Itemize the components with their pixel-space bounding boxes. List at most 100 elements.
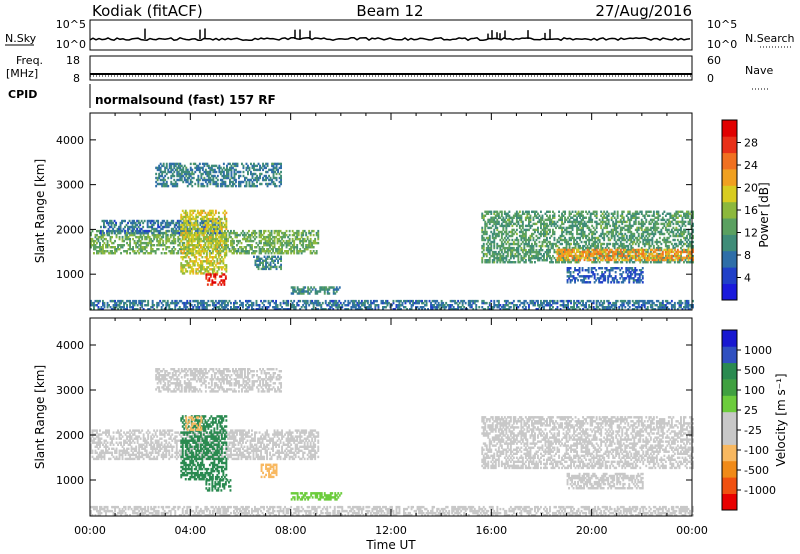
echo-cell (463, 299, 466, 303)
echo-cell (187, 221, 190, 225)
echo-cell (153, 233, 156, 237)
echo-cell (204, 162, 207, 166)
echo-cell (350, 299, 353, 303)
echo-cell (372, 301, 375, 305)
echo-cell (151, 225, 154, 229)
echo-cell (238, 170, 240, 174)
echo-cell (227, 239, 229, 243)
echo-cell (170, 227, 173, 231)
echo-cell (171, 233, 174, 237)
echo-cell (196, 250, 199, 253)
echo-cell (506, 304, 509, 307)
echo-cell (203, 170, 206, 174)
echo-cell (354, 299, 357, 303)
echo-cell (151, 304, 154, 307)
echo-cell (315, 241, 318, 245)
echo-cell (206, 273, 209, 276)
echo-cell (305, 306, 308, 309)
echo-cell (267, 229, 270, 233)
echo-cell (131, 223, 134, 227)
echo-cell (90, 308, 92, 311)
echo-cell (168, 166, 171, 170)
echo-cell (138, 248, 141, 251)
echo-cell (137, 219, 140, 223)
echo-cell (97, 235, 100, 239)
echo-cell (195, 235, 198, 239)
echo-cell (332, 299, 335, 303)
echo-cell (156, 233, 159, 237)
echo-cell (672, 304, 675, 307)
echo-cell (187, 219, 190, 223)
echo-cell (514, 238, 517, 242)
echo-cell (269, 304, 272, 307)
echo-cell (592, 306, 595, 309)
echo-cell (494, 214, 497, 218)
echo-cell (96, 233, 98, 237)
echo-cell (475, 308, 478, 311)
echo-cell (100, 231, 102, 235)
echo-cell (151, 299, 154, 303)
echo-cell (165, 235, 168, 239)
echo-cell (260, 261, 263, 265)
echo-cell (603, 308, 606, 311)
echo-cell (309, 239, 312, 243)
echo-cell (103, 219, 105, 223)
echo-cell (296, 244, 299, 247)
echo-cell (242, 164, 245, 168)
echo-cell (189, 270, 192, 273)
echo-cell (270, 233, 273, 237)
echo-cell (210, 166, 213, 170)
echo-cell (265, 178, 268, 182)
echo-cell (224, 176, 227, 180)
echo-cell (260, 252, 263, 255)
echo-cell (265, 259, 268, 263)
echo-cell (208, 273, 211, 276)
echo-cell (521, 210, 524, 214)
echo-cell (222, 170, 225, 174)
echo-cell (145, 231, 148, 235)
echo-cell (354, 306, 357, 309)
echo-cell (219, 178, 222, 182)
echo-cell (535, 244, 538, 248)
echo-cell (202, 237, 205, 241)
echo-cell (230, 235, 232, 239)
echo-cell (153, 308, 156, 311)
echo-cell (254, 172, 257, 176)
echo-cell (161, 231, 164, 235)
echo-cell (225, 235, 228, 239)
echo-cell (210, 229, 213, 233)
echo-cell (655, 304, 658, 307)
echo-cell (239, 299, 241, 303)
echo-cell (621, 299, 624, 303)
echo-cell (220, 266, 223, 269)
echo-cell (544, 234, 547, 238)
echo-cell (229, 168, 231, 172)
echo-cell (182, 166, 185, 170)
echo-cell (359, 301, 362, 305)
echo-cell (183, 306, 186, 309)
echo-cell (196, 221, 199, 225)
echo-cell (265, 166, 268, 170)
echo-cell (90, 246, 92, 249)
echo-cell (395, 304, 398, 307)
echo-cell (549, 254, 551, 258)
echo-cell (269, 246, 272, 249)
echo-cell (347, 301, 350, 305)
echo-cell (528, 306, 530, 309)
echo-cell (571, 246, 574, 250)
echo-cell (314, 241, 317, 245)
echo-cell (326, 304, 329, 307)
echo-cell (649, 299, 652, 303)
echo-cell (147, 304, 150, 307)
echo-cell (517, 252, 520, 256)
echo-cell (503, 210, 506, 214)
echo-cell (225, 248, 228, 251)
echo-cell (181, 264, 184, 267)
echo-cell (207, 223, 210, 227)
echo-cell (112, 308, 115, 311)
echo-cell (351, 299, 354, 303)
echo-cell (256, 180, 259, 184)
echo-cell (242, 180, 245, 184)
echo-cell (487, 236, 490, 240)
echo-cell (227, 237, 229, 241)
